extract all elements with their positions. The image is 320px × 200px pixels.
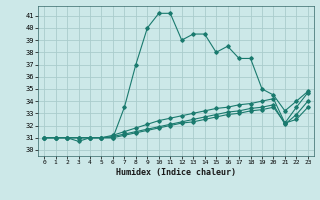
X-axis label: Humidex (Indice chaleur): Humidex (Indice chaleur) bbox=[116, 168, 236, 177]
